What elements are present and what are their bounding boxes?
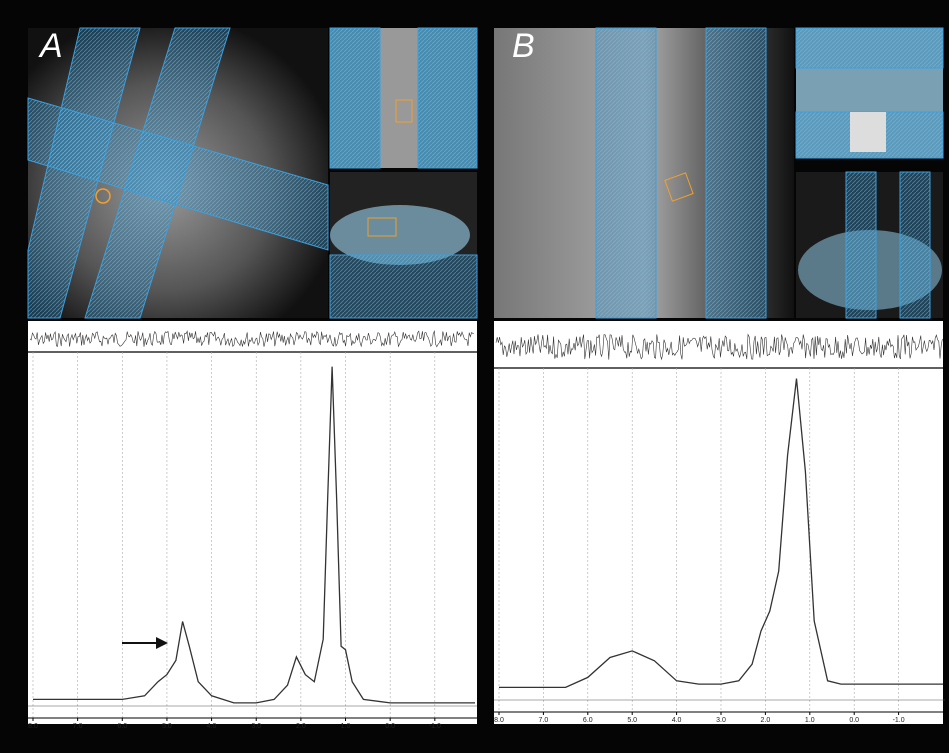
spectrum-line	[33, 366, 475, 704]
x-tick-label: 3.0	[716, 717, 726, 724]
x-tick-label: 4.0	[672, 717, 682, 724]
x-tick-label: 8.0	[28, 723, 38, 730]
x-tick-label: 7.0	[73, 723, 83, 730]
residual-trace	[29, 330, 475, 348]
x-tick-label: -1.0	[893, 717, 905, 724]
x-tick-label: 7.0	[539, 717, 549, 724]
x-tick-label: 4.0	[207, 723, 217, 730]
spectrum-frame	[494, 321, 943, 724]
x-tick-label: 3.0	[251, 723, 261, 730]
x-tick-label: 6.0	[117, 723, 127, 730]
spectrum-frame	[28, 321, 477, 724]
x-tick-label: 5.0	[627, 717, 637, 724]
residual-trace	[495, 333, 943, 361]
panel-label: A	[38, 27, 63, 65]
images-a	[27, 27, 478, 319]
x-tick-label: -1.0	[429, 723, 441, 730]
panel-label: B	[512, 27, 535, 65]
x-tick-label: 0.0	[849, 717, 859, 724]
x-tick-label: 6.0	[583, 717, 593, 724]
x-tick-label: 2.0	[296, 723, 306, 730]
spectrum-line	[499, 378, 943, 689]
arrow	[122, 637, 168, 649]
x-tick-label: 0.0	[385, 723, 395, 730]
x-tick-label: 8.0	[494, 717, 504, 724]
x-tick-label: 5.0	[162, 723, 172, 730]
x-tick-label: 2.0	[761, 717, 771, 724]
x-tick-label: 1.0	[341, 723, 351, 730]
images-b	[494, 27, 944, 319]
x-tick-label: 1.0	[805, 717, 815, 724]
